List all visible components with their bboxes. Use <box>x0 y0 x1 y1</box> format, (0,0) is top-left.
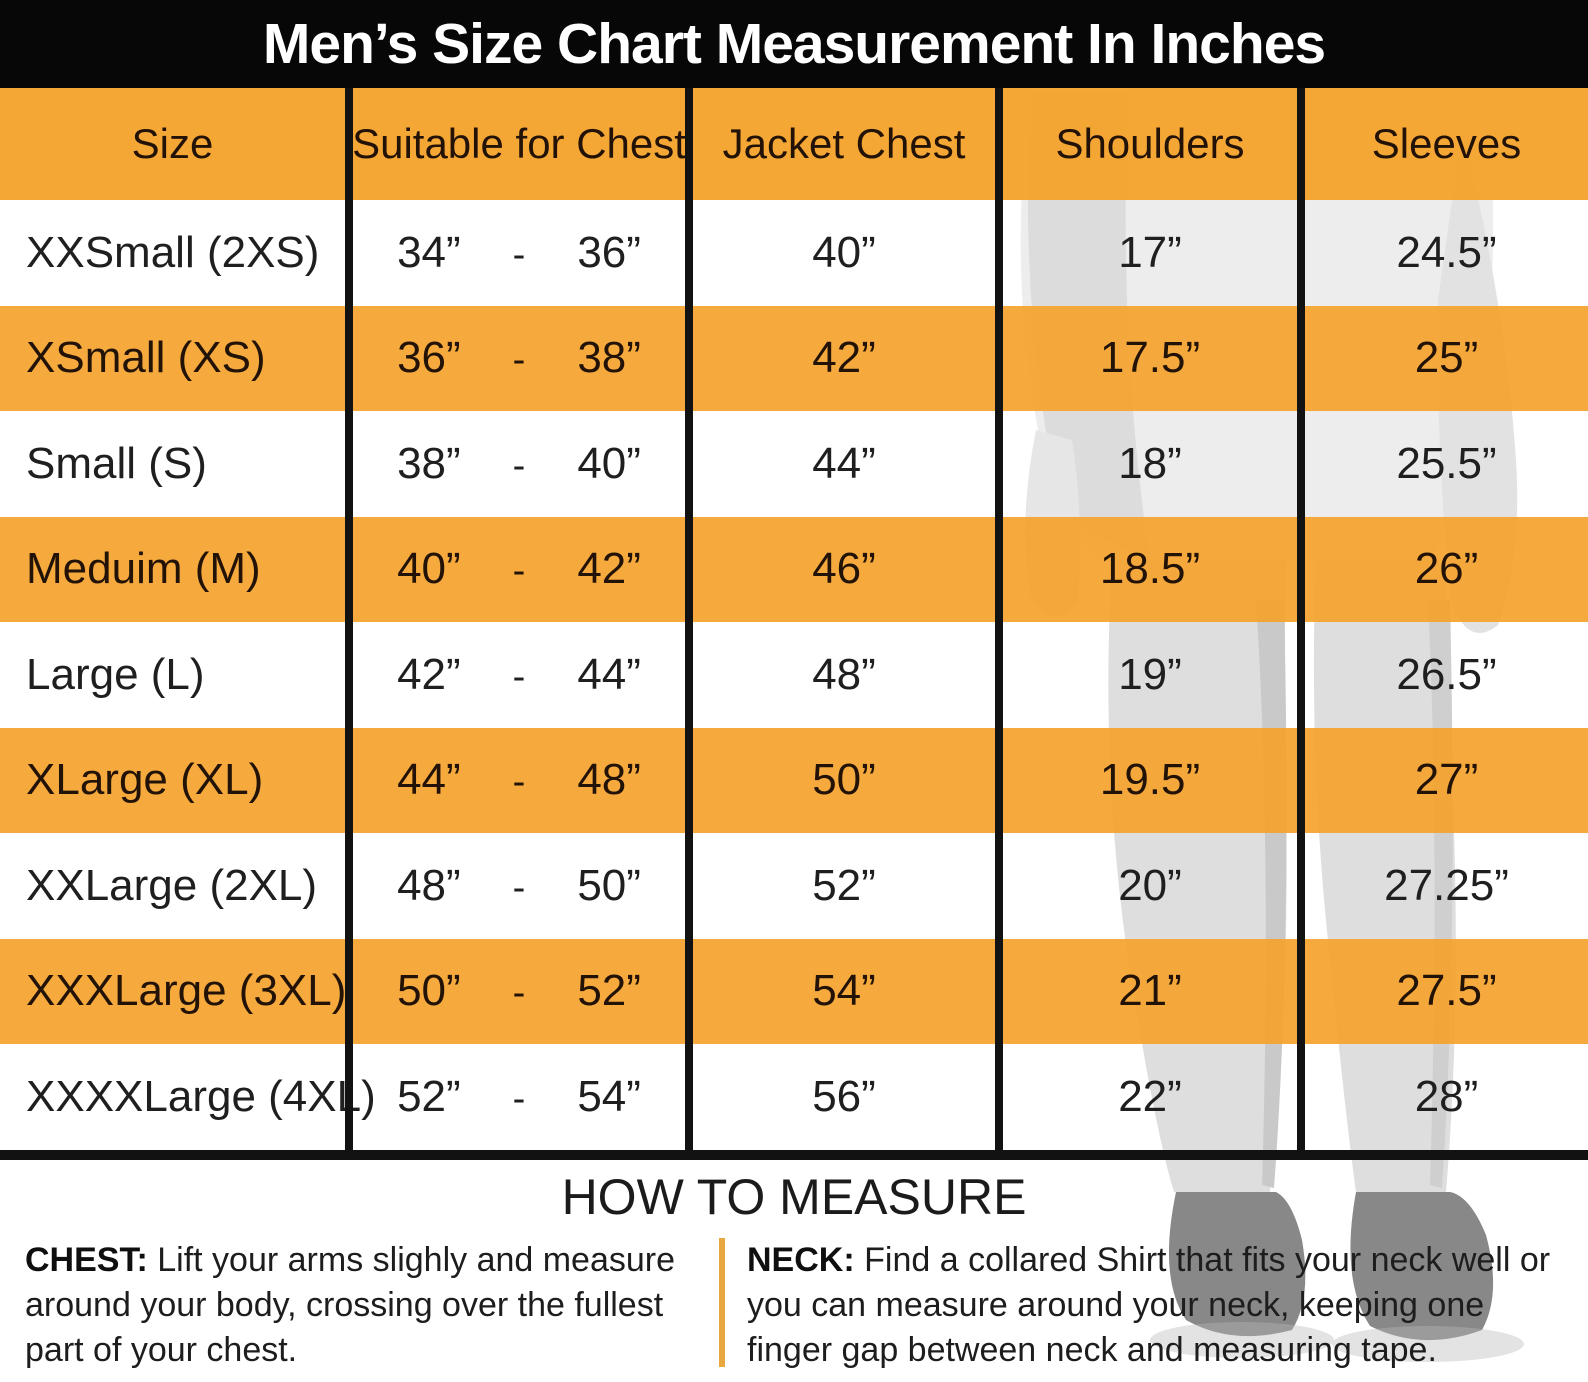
how-to-measure-section: HOW TO MEASURE CHEST: Lift your arms sli… <box>0 1149 1588 1382</box>
sleeves-cell: 26.5” <box>1297 622 1588 728</box>
shoulders-cell: 22” <box>995 1044 1297 1150</box>
chest-instructions: CHEST: Lift your arms slighly and measur… <box>25 1240 676 1369</box>
sleeves-cell: 26” <box>1297 516 1588 622</box>
size-cell: XXXLarge (3XL) <box>0 938 346 1044</box>
neck-instructions: NECK: Find a collared Shirt that fits yo… <box>747 1240 1551 1369</box>
orange-divider <box>719 1237 725 1368</box>
jacket-chest-cell: 50” <box>685 727 995 833</box>
header-cell-suitable-chest: Suitable for Chest <box>345 88 686 200</box>
chest-label: CHEST: <box>25 1240 148 1279</box>
sleeves-cell: 24.5” <box>1297 200 1588 306</box>
sleeves-cell: 27” <box>1297 727 1588 833</box>
measure-instructions: CHEST: Lift your arms slighly and measur… <box>0 1237 1588 1374</box>
header-cell-jacket-chest: Jacket Chest <box>685 88 995 200</box>
sleeves-cell: 25.5” <box>1297 411 1588 517</box>
chest-range-cell: 34” -36” <box>345 200 685 306</box>
size-cell: Large (L) <box>26 649 205 699</box>
size-cell: XSmall (XS) <box>0 305 345 411</box>
sleeves-cell: 27.5” <box>1297 938 1588 1044</box>
sleeves-cell: 25” <box>1297 305 1588 411</box>
table-row: XXLarge (2XL) 48” -50” 52” 20” 27.25” <box>0 833 1588 939</box>
chest-range-cell: 42” -44” <box>345 622 685 728</box>
shoulders-cell: 18.5” <box>995 516 1297 622</box>
page-title: Men’s Size Chart Measurement In Inches <box>262 12 1326 76</box>
title-bar: Men’s Size Chart Measurement In Inches <box>0 0 1588 88</box>
jacket-chest-cell: 56” <box>685 1044 995 1150</box>
header-cell-sleeves: Sleeves <box>1297 88 1588 200</box>
shoulders-cell: 18” <box>995 411 1297 517</box>
table-row: XSmall (XS) 36” -38” 42” 17.5” 25” <box>0 305 1588 411</box>
jacket-chest-cell: 42” <box>685 305 995 411</box>
chest-range-cell: 48” -50” <box>345 833 685 939</box>
how-to-measure-heading: HOW TO MEASURE <box>561 1168 1027 1225</box>
table-row: XXXXLarge (4XL) 52” -54” 56” 22” 28” <box>0 1044 1588 1150</box>
table-row: Large (L) 42” -44” 48” 19” 26.5” <box>0 622 1588 728</box>
header-cell-size: Size <box>0 88 345 200</box>
jacket-chest-cell: 52” <box>685 833 995 939</box>
size-cell: XXSmall (2XS) <box>26 227 320 277</box>
shoulders-cell: 19” <box>995 622 1297 728</box>
header-cell-shoulders: Shoulders <box>995 88 1297 200</box>
shoulders-cell: 19.5” <box>995 727 1297 833</box>
chest-range-cell: 36” -38” <box>345 305 685 411</box>
chest-range-cell: 50” -52” <box>345 938 685 1044</box>
jacket-chest-cell: 44” <box>685 411 995 517</box>
chest-range-cell: 52” -54” <box>345 1044 685 1150</box>
table-row: Meduim (M) 40” -42” 46” 18.5” 26” <box>0 516 1588 622</box>
size-cell: XXXXLarge (4XL) <box>26 1071 376 1121</box>
jacket-chest-cell: 54” <box>685 938 995 1044</box>
table-row: XLarge (XL) 44” -48” 50” 19.5” 27” <box>0 727 1588 833</box>
shoulders-cell: 17” <box>995 200 1297 306</box>
jacket-chest-cell: 48” <box>685 622 995 728</box>
chest-range-cell: 38” -40” <box>345 411 685 517</box>
shoulders-cell: 17.5” <box>995 305 1297 411</box>
size-table: Size Suitable for Chest Jacket Chest Sho… <box>0 88 1588 1150</box>
size-cell: Meduim (M) <box>0 516 345 622</box>
shoulders-cell: 21” <box>995 938 1297 1044</box>
sleeves-cell: 28” <box>1297 1044 1588 1150</box>
size-cell: XLarge (XL) <box>0 727 345 833</box>
table-row: Small (S) 38” -40” 44” 18” 25.5” <box>0 411 1588 517</box>
table-row: XXSmall (2XS) 34” -36” 40” 17” 24.5” <box>0 200 1588 306</box>
chest-range-cell: 40” -42” <box>345 516 685 622</box>
chest-range-cell: 44” -48” <box>345 727 685 833</box>
neck-label: NECK: <box>747 1240 855 1279</box>
size-cell: Small (S) <box>26 438 207 488</box>
sleeves-cell: 27.25” <box>1297 833 1588 939</box>
table-header-row: Size Suitable for Chest Jacket Chest Sho… <box>0 88 1588 200</box>
size-cell: XXLarge (2XL) <box>26 860 318 910</box>
shoulders-cell: 20” <box>995 833 1297 939</box>
table-row: XXXLarge (3XL) 50” -52” 54” 21” 27.5” <box>0 938 1588 1044</box>
jacket-chest-cell: 46” <box>685 516 995 622</box>
jacket-chest-cell: 40” <box>685 200 995 306</box>
